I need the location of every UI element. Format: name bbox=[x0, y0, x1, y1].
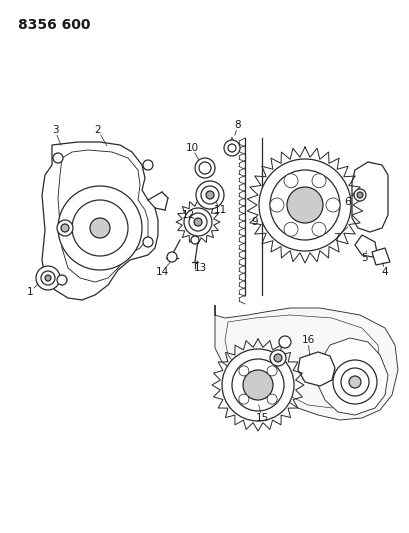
Circle shape bbox=[267, 394, 276, 404]
Circle shape bbox=[45, 275, 51, 281]
Polygon shape bbox=[42, 142, 157, 300]
Circle shape bbox=[267, 366, 276, 376]
Text: 16: 16 bbox=[301, 335, 314, 345]
Polygon shape bbox=[371, 248, 389, 265]
Text: 14: 14 bbox=[155, 267, 168, 277]
Text: 6: 6 bbox=[344, 197, 351, 207]
Circle shape bbox=[221, 349, 293, 421]
Circle shape bbox=[283, 222, 297, 236]
Circle shape bbox=[189, 213, 207, 231]
Circle shape bbox=[205, 191, 213, 199]
Circle shape bbox=[57, 275, 67, 285]
Circle shape bbox=[356, 192, 362, 198]
Circle shape bbox=[72, 200, 128, 256]
Text: 5: 5 bbox=[361, 253, 367, 263]
Circle shape bbox=[353, 189, 365, 201]
Circle shape bbox=[57, 220, 73, 236]
Circle shape bbox=[258, 159, 350, 251]
Text: 3: 3 bbox=[52, 125, 58, 135]
Circle shape bbox=[238, 394, 248, 404]
Text: 9: 9 bbox=[251, 217, 258, 227]
Circle shape bbox=[191, 236, 198, 244]
Circle shape bbox=[223, 140, 239, 156]
Polygon shape bbox=[354, 235, 377, 258]
Circle shape bbox=[193, 218, 202, 226]
Text: 2: 2 bbox=[94, 125, 101, 135]
Circle shape bbox=[332, 360, 376, 404]
Circle shape bbox=[196, 181, 223, 209]
Circle shape bbox=[348, 376, 360, 388]
Circle shape bbox=[200, 186, 218, 204]
Text: 1: 1 bbox=[27, 287, 33, 297]
Circle shape bbox=[270, 198, 283, 212]
Circle shape bbox=[311, 174, 325, 188]
Polygon shape bbox=[297, 352, 334, 386]
Circle shape bbox=[61, 224, 69, 232]
Circle shape bbox=[286, 187, 322, 223]
Polygon shape bbox=[214, 305, 397, 420]
Circle shape bbox=[41, 271, 55, 285]
Polygon shape bbox=[351, 162, 387, 232]
Text: 11: 11 bbox=[213, 205, 226, 215]
Circle shape bbox=[270, 170, 339, 240]
Circle shape bbox=[36, 266, 60, 290]
Circle shape bbox=[143, 160, 153, 170]
Circle shape bbox=[311, 222, 325, 236]
Polygon shape bbox=[225, 315, 379, 408]
Circle shape bbox=[227, 144, 236, 152]
Text: 12: 12 bbox=[181, 210, 194, 220]
Circle shape bbox=[53, 153, 63, 163]
Circle shape bbox=[283, 174, 297, 188]
Circle shape bbox=[340, 368, 368, 396]
Circle shape bbox=[166, 252, 177, 262]
Text: 10: 10 bbox=[185, 143, 198, 153]
Text: 4: 4 bbox=[381, 267, 387, 277]
Text: 13: 13 bbox=[193, 263, 206, 273]
Text: 8356 600: 8356 600 bbox=[18, 18, 90, 32]
Circle shape bbox=[238, 366, 248, 376]
Circle shape bbox=[270, 350, 285, 366]
Text: 7: 7 bbox=[332, 233, 339, 243]
Text: 15: 15 bbox=[255, 413, 268, 423]
Circle shape bbox=[184, 208, 211, 236]
Circle shape bbox=[198, 162, 211, 174]
Circle shape bbox=[278, 336, 290, 348]
Circle shape bbox=[243, 370, 272, 400]
Polygon shape bbox=[58, 150, 148, 282]
Circle shape bbox=[90, 218, 110, 238]
Circle shape bbox=[195, 158, 214, 178]
Polygon shape bbox=[317, 338, 387, 415]
Text: 8: 8 bbox=[234, 120, 241, 130]
Circle shape bbox=[231, 359, 283, 411]
Circle shape bbox=[325, 198, 339, 212]
Circle shape bbox=[143, 237, 153, 247]
Circle shape bbox=[273, 354, 281, 362]
Circle shape bbox=[58, 186, 142, 270]
